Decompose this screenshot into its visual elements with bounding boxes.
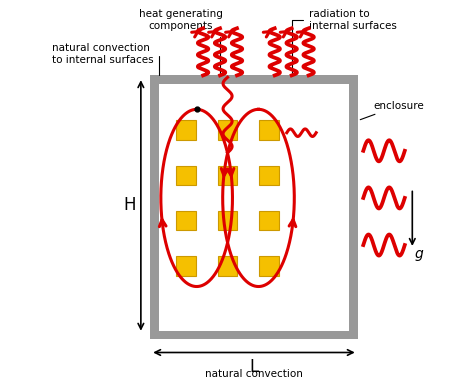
Bar [176, 166, 196, 185]
Text: enclosure: enclosure [360, 101, 424, 120]
Text: H: H [123, 196, 136, 215]
Bar [218, 120, 237, 140]
Text: radiation to
internal surfaces: radiation to internal surfaces [292, 9, 397, 73]
Bar [176, 120, 196, 140]
Bar [150, 75, 358, 339]
Text: heat generating
components: heat generating components [138, 9, 222, 73]
Bar [176, 211, 196, 230]
Bar [218, 211, 237, 230]
Bar [218, 166, 237, 185]
Text: natural convection
& radiation from
external surfaces: natural convection & radiation from exte… [205, 369, 303, 377]
Text: L: L [249, 358, 259, 376]
Bar [159, 84, 349, 331]
Bar [259, 211, 279, 230]
Text: g: g [415, 247, 424, 262]
Bar [176, 256, 196, 276]
Text: natural convection
to internal surfaces: natural convection to internal surfaces [52, 43, 159, 75]
Bar [259, 166, 279, 185]
Bar [259, 256, 279, 276]
Bar [218, 256, 237, 276]
Bar [259, 120, 279, 140]
